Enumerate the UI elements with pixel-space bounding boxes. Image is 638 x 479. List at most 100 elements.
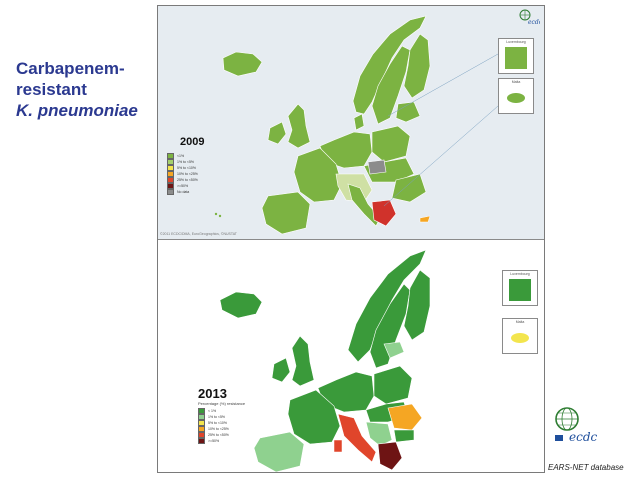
map-frame: 2009 <1% 1% to <5% 5% to <10% 10% to <25…	[157, 5, 545, 473]
legend-item: 1% to <5%	[167, 159, 198, 165]
legend-title: Percentage (%) resistance	[198, 401, 246, 406]
legend-label: 1% to <5%	[177, 160, 195, 164]
legend-item: >=50%	[167, 183, 198, 189]
france-2009	[293, 147, 343, 203]
svg-text:ecdc: ecdc	[569, 430, 598, 444]
iceland-2013	[219, 291, 263, 319]
legend-swatch	[167, 189, 174, 195]
ireland-2009	[267, 121, 287, 145]
inset-label: Luxembourg	[506, 40, 526, 44]
poland-2013	[373, 365, 413, 405]
luxembourg-shape	[509, 279, 531, 301]
map-panel-2009: 2009 <1% 1% to <5% 5% to <10% 10% to <25…	[158, 6, 544, 239]
europe-map-2013	[219, 249, 431, 472]
legend-label: 10% to <25%	[177, 172, 198, 176]
europe-map-2009	[214, 15, 499, 235]
island-dot	[218, 214, 222, 218]
norway-2013	[347, 249, 427, 363]
romania-2009	[391, 173, 427, 203]
inset-malta-2009: Malta	[498, 78, 534, 114]
inset-label: Luxembourg	[510, 272, 530, 276]
sweden-2009	[371, 45, 411, 125]
iberia-2013	[253, 431, 305, 472]
legend-swatch	[167, 171, 174, 177]
legend-label: 25% to <50%	[208, 433, 229, 437]
legend-item: 5% to <10%	[167, 165, 198, 171]
legend-swatch	[167, 177, 174, 183]
greece-2009	[371, 199, 397, 227]
bulgaria-2013	[393, 429, 415, 443]
norway-2009	[352, 15, 427, 115]
copyright-text: ©2011 ECDC/DMA, EuroGeographics, ©NUSTAT	[160, 232, 237, 236]
legend-swatch	[198, 432, 205, 438]
greece-2013	[377, 441, 403, 471]
year-label-2009: 2009	[180, 136, 205, 148]
ireland-2013	[271, 357, 291, 383]
legend-swatch	[167, 183, 174, 189]
legend-item: >=50%	[198, 438, 245, 444]
legend-2013: Percentage (%) resistance < 1% 1% to <5%…	[198, 401, 245, 444]
legend-swatch	[198, 408, 205, 414]
inset-luxembourg-2009: Luxembourg	[498, 38, 534, 74]
legend-swatch	[167, 165, 174, 171]
legend-2009: <1% 1% to <5% 5% to <10% 10% to <25% 25%…	[167, 153, 198, 195]
inset-luxembourg-2013: Luxembourg	[502, 270, 538, 306]
slide-title: Carbapenem- resistant K. pneumoniae	[16, 58, 156, 121]
legend-item: < 1%	[198, 408, 245, 414]
island-dot	[214, 212, 218, 216]
inset-label: Malta	[511, 80, 521, 84]
legend-label: >=50%	[177, 184, 189, 188]
legend-item: 25% to <50%	[198, 432, 245, 438]
legend-label: No data	[177, 190, 190, 194]
baltics-2009	[395, 101, 421, 123]
malta-shape	[511, 333, 529, 343]
legend-swatch	[198, 426, 205, 432]
legend-swatch	[198, 438, 205, 444]
title-line-3: K. pneumoniae	[16, 101, 138, 120]
uk-2009	[287, 103, 311, 149]
legend-item: 1% to <5%	[198, 414, 245, 420]
legend-swatch	[198, 414, 205, 420]
iberia-2009	[261, 191, 311, 235]
ecdc-logo: ecdc	[553, 405, 603, 447]
malta-shape	[507, 93, 525, 103]
legend-label: 5% to <10%	[177, 166, 196, 170]
legend-label: >=50%	[208, 439, 220, 443]
year-label-2013: 2013	[198, 386, 227, 401]
uk-2013	[291, 335, 315, 387]
legend-label: 5% to <10%	[208, 421, 227, 425]
legend-label: <1%	[177, 154, 185, 158]
finland-2013	[403, 269, 431, 341]
finland-2009	[403, 33, 431, 99]
panel-divider	[158, 239, 544, 240]
legend-swatch	[167, 153, 174, 159]
balkans-2013	[365, 421, 393, 447]
cyprus-2009	[419, 215, 431, 223]
luxembourg-shape	[505, 47, 527, 69]
nodata-2009	[367, 159, 387, 175]
france-2013	[287, 389, 341, 445]
legend-item: 10% to <25%	[167, 171, 198, 177]
ecdc-logo-small: ecdc	[518, 9, 540, 27]
inset-malta-2013: Malta	[502, 318, 538, 354]
legend-item: No data	[167, 189, 198, 195]
denmark-2009	[353, 113, 365, 131]
inset-label: Malta	[515, 320, 525, 324]
legend-swatch	[198, 420, 205, 426]
legend-item: 5% to <10%	[198, 420, 245, 426]
legend-label: 1% to <5%	[208, 415, 226, 419]
title-line-1: Carbapenem-	[16, 59, 125, 78]
sardinia-2013	[333, 439, 343, 453]
legend-swatch	[167, 159, 174, 165]
legend-label: 10% to <25%	[208, 427, 229, 431]
romania-2013	[387, 403, 423, 431]
title-line-2: resistant	[16, 80, 87, 99]
poland-2009	[371, 125, 411, 163]
svg-text:ecdc: ecdc	[528, 19, 540, 26]
legend-item: 10% to <25%	[198, 426, 245, 432]
legend-label: < 1%	[208, 409, 217, 413]
sweden-2013	[369, 283, 411, 369]
iceland-2009	[222, 51, 263, 77]
map-panel-2013: 2013 Percentage (%) resistance < 1% 1% t…	[158, 240, 544, 472]
legend-label: 25% to <50%	[177, 178, 198, 182]
